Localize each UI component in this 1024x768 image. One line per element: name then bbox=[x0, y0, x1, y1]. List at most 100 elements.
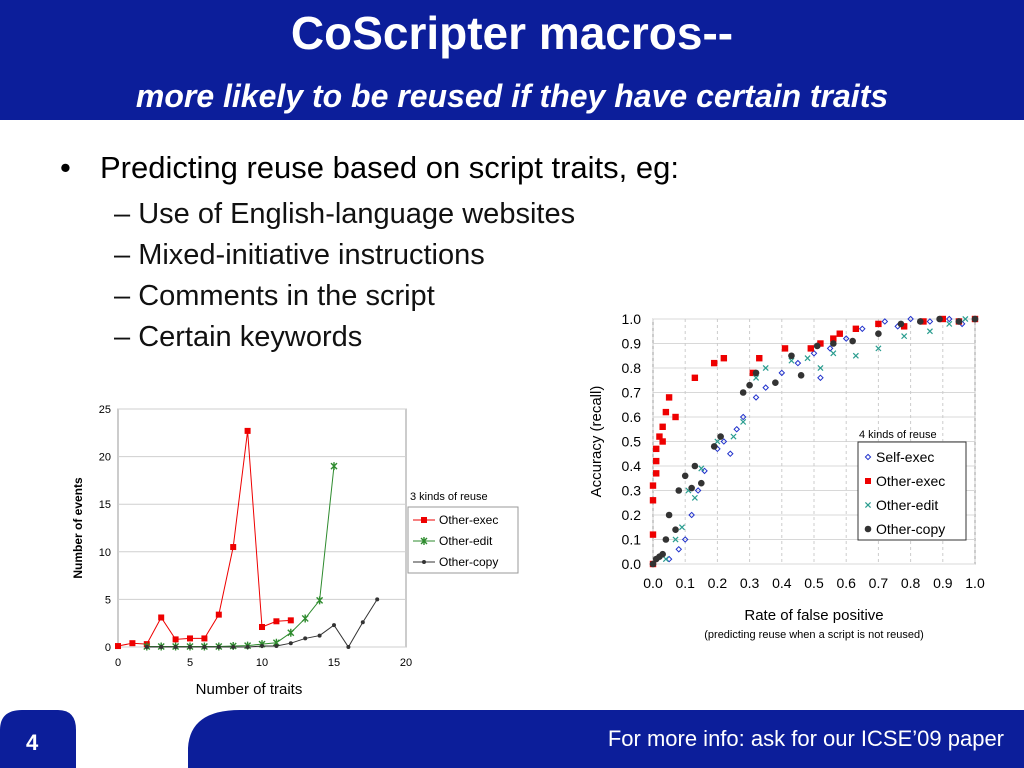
y-tick-label: 0.1 bbox=[622, 532, 642, 548]
y-tick-label: 0.7 bbox=[622, 385, 642, 401]
data-point bbox=[649, 497, 657, 504]
plot-area bbox=[117, 408, 407, 648]
footer-note: For more info: ask for our ICSE’09 paper bbox=[607, 726, 1004, 751]
data-point bbox=[316, 596, 324, 605]
y-tick-label: 20 bbox=[99, 452, 111, 464]
data-point bbox=[756, 355, 763, 362]
data-point bbox=[746, 381, 753, 389]
data-point bbox=[739, 389, 747, 396]
x-tick-label: 1.0 bbox=[965, 575, 985, 591]
legend-marker bbox=[421, 517, 427, 523]
data-point bbox=[807, 345, 814, 352]
data-point bbox=[653, 470, 660, 477]
data-point bbox=[274, 644, 279, 649]
sub-bullet-dash: – bbox=[114, 280, 131, 312]
data-point bbox=[875, 345, 882, 352]
y-tick-label: 0.5 bbox=[622, 434, 642, 450]
data-point bbox=[346, 645, 351, 649]
data-point bbox=[659, 550, 666, 558]
data-point bbox=[714, 438, 721, 445]
data-point bbox=[830, 350, 837, 357]
data-point bbox=[303, 636, 308, 641]
data-point bbox=[230, 544, 237, 551]
data-point bbox=[231, 645, 236, 649]
data-point bbox=[842, 335, 850, 342]
data-point bbox=[720, 438, 728, 445]
data-point bbox=[830, 335, 837, 342]
data-point bbox=[849, 337, 856, 345]
data-point bbox=[753, 374, 760, 381]
data-point bbox=[810, 349, 818, 357]
legend-box bbox=[857, 441, 967, 541]
data-point bbox=[916, 318, 924, 325]
legend-marker bbox=[420, 537, 428, 545]
data-point bbox=[375, 597, 380, 602]
data-point bbox=[726, 450, 734, 458]
data-point bbox=[945, 315, 953, 323]
data-point bbox=[665, 511, 673, 519]
sub-bullet-dash: – bbox=[114, 239, 131, 271]
data-point bbox=[259, 624, 265, 631]
x-tick-label: 0.6 bbox=[836, 575, 856, 591]
data-point bbox=[852, 325, 860, 332]
data-point bbox=[649, 531, 657, 538]
legend-label: Self-exec bbox=[876, 449, 934, 465]
data-point bbox=[730, 433, 737, 440]
x-axis-title: Rate of false positive bbox=[744, 607, 883, 624]
y-tick-label: 1.0 bbox=[622, 311, 642, 327]
data-point bbox=[672, 526, 679, 533]
data-point bbox=[698, 465, 705, 472]
data-point bbox=[260, 644, 264, 649]
legend-label: Other-exec bbox=[439, 513, 498, 527]
legend-label: Other-edit bbox=[439, 534, 493, 548]
data-point bbox=[794, 359, 802, 367]
data-point bbox=[678, 524, 686, 531]
data-point bbox=[187, 635, 193, 642]
legend-marker bbox=[865, 478, 871, 484]
data-point bbox=[710, 359, 718, 367]
data-point bbox=[649, 560, 657, 568]
x-tick-label: 0.2 bbox=[708, 575, 728, 591]
data-point bbox=[681, 536, 689, 543]
data-point bbox=[659, 438, 666, 445]
y-tick-label: 0.2 bbox=[622, 507, 642, 523]
y-tick-label: 0.8 bbox=[622, 360, 642, 376]
x-tick-label: 0.1 bbox=[675, 575, 695, 591]
bullet-main: • Predicting reuse based on script traits… bbox=[60, 150, 679, 186]
data-point bbox=[691, 494, 698, 501]
data-point bbox=[817, 374, 824, 382]
data-point bbox=[287, 617, 294, 624]
data-point bbox=[688, 511, 695, 519]
data-point bbox=[720, 355, 728, 362]
y-tick-label: 0.6 bbox=[622, 409, 642, 425]
data-point bbox=[946, 320, 953, 327]
data-point bbox=[717, 433, 724, 440]
data-point bbox=[691, 374, 699, 381]
data-point bbox=[659, 423, 666, 430]
data-point bbox=[662, 556, 669, 563]
title-bar bbox=[0, 0, 1024, 120]
data-point bbox=[244, 427, 251, 434]
data-point bbox=[830, 340, 837, 347]
data-point bbox=[672, 536, 679, 543]
data-point bbox=[301, 614, 309, 623]
sub-bullet-text: Mixed-initiative instructions bbox=[138, 239, 485, 271]
data-point bbox=[858, 325, 866, 333]
x-axis-title: Number of traits bbox=[196, 681, 303, 698]
legend-marker bbox=[422, 560, 426, 564]
sub-bullet-text: Use of English-language websites bbox=[138, 198, 576, 230]
y-tick-label: 0.3 bbox=[622, 483, 642, 499]
bullet-main-text: Predicting reuse based on script traits,… bbox=[100, 150, 679, 185]
sub-bullet-text: Certain keywords bbox=[138, 321, 363, 353]
data-point bbox=[739, 413, 747, 421]
x-tick-label: 0 bbox=[115, 657, 121, 669]
legend-marker bbox=[864, 525, 872, 533]
data-point bbox=[649, 482, 657, 489]
legend-title: 4 kinds of reuse bbox=[859, 429, 937, 441]
data-point bbox=[971, 315, 979, 323]
x-tick-label: 20 bbox=[400, 657, 412, 669]
data-point bbox=[172, 636, 179, 643]
data-point bbox=[287, 628, 295, 637]
data-point bbox=[681, 472, 689, 480]
data-point bbox=[900, 323, 908, 330]
